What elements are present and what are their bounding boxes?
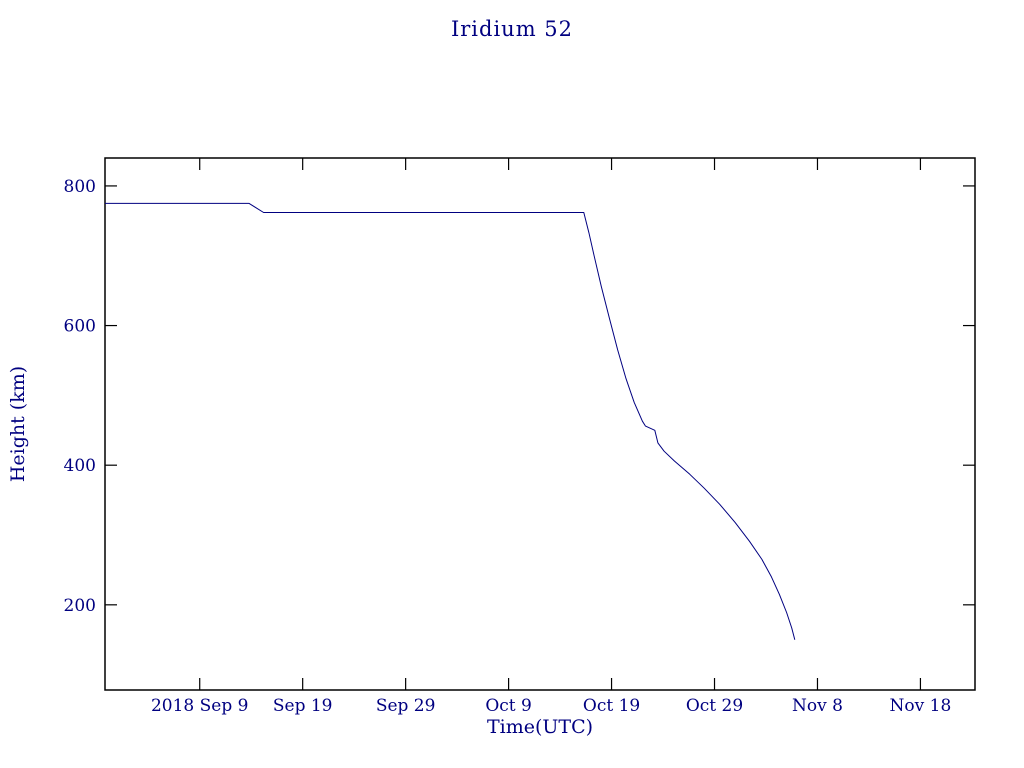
y-tick-label: 400 bbox=[64, 456, 96, 476]
x-tick-label: Oct 9 bbox=[485, 696, 532, 716]
x-tick-label: 2018 Sep 9 bbox=[151, 696, 248, 716]
x-tick-label: Nov 18 bbox=[890, 696, 952, 716]
y-tick-label: 200 bbox=[64, 596, 96, 616]
x-axis-label: Time(UTC) bbox=[486, 716, 594, 738]
height-line bbox=[105, 202, 796, 640]
x-tick-label: Oct 19 bbox=[583, 696, 640, 716]
y-tick-label: 800 bbox=[64, 177, 96, 197]
y-tick-label: 600 bbox=[64, 317, 96, 337]
x-tick-label: Oct 29 bbox=[686, 696, 743, 716]
x-tick-label: Sep 29 bbox=[376, 696, 436, 716]
plot-frame bbox=[104, 157, 976, 691]
x-tick-label: Sep 19 bbox=[273, 696, 333, 716]
chart-title: Iridium 52 bbox=[450, 17, 574, 41]
x-tick-label: Nov 8 bbox=[792, 696, 843, 716]
